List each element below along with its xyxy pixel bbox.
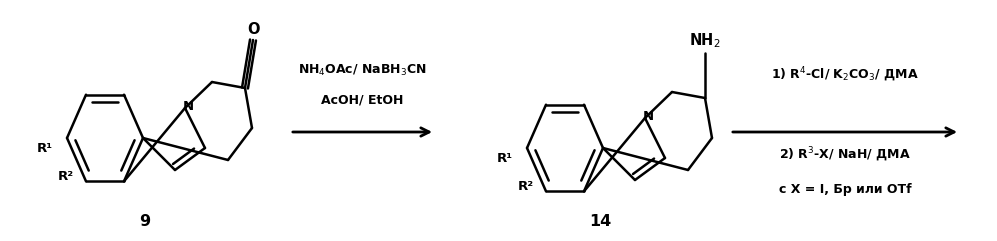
Text: R²: R²: [517, 180, 534, 193]
Text: 14: 14: [589, 214, 611, 229]
Text: N: N: [642, 109, 654, 122]
Text: N: N: [182, 100, 193, 113]
Text: R¹: R¹: [37, 141, 53, 154]
Text: NH$_2$: NH$_2$: [689, 32, 721, 50]
Text: 9: 9: [140, 214, 151, 229]
Text: AcOH/ EtOH: AcOH/ EtOH: [321, 94, 404, 107]
Text: 1) R$^4$-Cl/ K$_2$CO$_3$/ ДМА: 1) R$^4$-Cl/ K$_2$CO$_3$/ ДМА: [771, 66, 919, 84]
Text: R²: R²: [58, 170, 74, 183]
Text: R¹: R¹: [497, 152, 513, 165]
Text: O: O: [246, 22, 259, 38]
Text: 2) R$^3$-X/ NaH/ ДМА: 2) R$^3$-X/ NaH/ ДМА: [780, 146, 911, 164]
Text: NH$_4$OAc/ NaBH$_3$CN: NH$_4$OAc/ NaBH$_3$CN: [298, 62, 427, 78]
Text: с X = I, Бр или OTf: с X = I, Бр или OTf: [779, 183, 911, 196]
